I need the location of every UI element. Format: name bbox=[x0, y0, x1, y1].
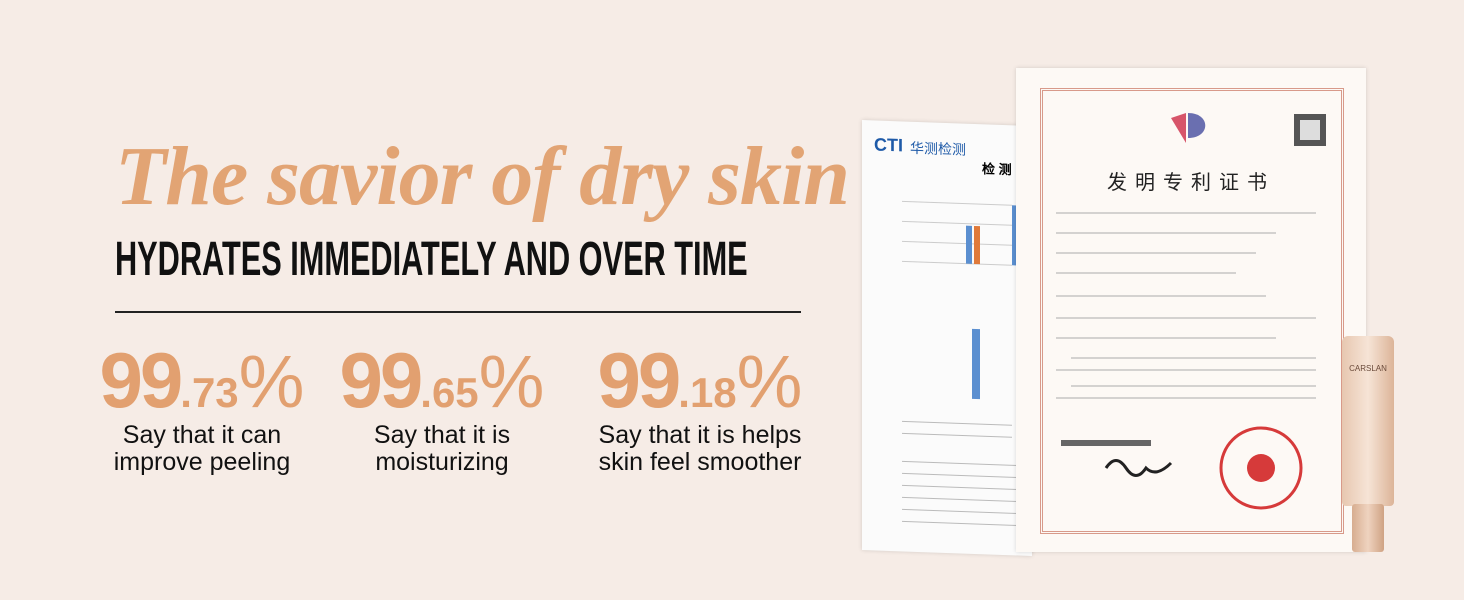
stat-decimal: .65 bbox=[420, 369, 479, 416]
caption-line: skin feel smoother bbox=[598, 448, 802, 476]
stat-number: 99.73% bbox=[82, 335, 322, 426]
caption-line: Say that it is bbox=[373, 421, 511, 449]
stat-caption: Say that it is moisturizing bbox=[322, 422, 562, 476]
stat-caption: Say that it is helps skin feel smoother bbox=[580, 422, 820, 476]
report-graphics bbox=[902, 200, 1022, 527]
stat-unit: % bbox=[238, 340, 305, 423]
stat: 99.73% Say that it can improve peeling bbox=[82, 335, 322, 476]
patent-certificate: 发明专利证书 bbox=[1016, 68, 1366, 552]
stat-unit: % bbox=[736, 340, 803, 423]
stat-unit: % bbox=[478, 340, 545, 423]
stat-number: 99.18% bbox=[580, 335, 820, 426]
product-tube: CARSLAN bbox=[1342, 336, 1394, 506]
title: The savior of dry skin bbox=[115, 130, 850, 223]
stat-whole: 99 bbox=[99, 336, 184, 424]
divider bbox=[115, 311, 801, 313]
stat-whole: 99 bbox=[339, 336, 424, 424]
stat-decimal: .18 bbox=[678, 369, 737, 416]
caption-line: Say that it is helps bbox=[598, 421, 802, 449]
product-brand: CARSLAN bbox=[1349, 364, 1387, 373]
certificate-border bbox=[1040, 88, 1344, 534]
stat-decimal: .73 bbox=[180, 369, 239, 416]
product-cap bbox=[1352, 504, 1384, 552]
subtitle: HYDRATES IMMEDIATELY AND OVER TIME bbox=[115, 233, 748, 286]
stat: 99.18% Say that it is helps skin feel smoo… bbox=[580, 335, 820, 476]
stat: 99.65% Say that it is moisturizing bbox=[322, 335, 562, 476]
stat-number: 99.65% bbox=[322, 335, 562, 426]
caption-line: moisturizing bbox=[375, 448, 509, 476]
stat-whole: 99 bbox=[597, 336, 682, 424]
stat-caption: Say that it can improve peeling bbox=[82, 422, 322, 476]
report-document: CTI 华测检测 检 测 bbox=[862, 120, 1032, 556]
certificate-title: 发明专利证书 bbox=[1107, 172, 1275, 194]
caption-line: improve peeling bbox=[113, 448, 291, 476]
certificate-graphics bbox=[1056, 113, 1326, 510]
caption-line: Say that it can bbox=[122, 421, 282, 449]
